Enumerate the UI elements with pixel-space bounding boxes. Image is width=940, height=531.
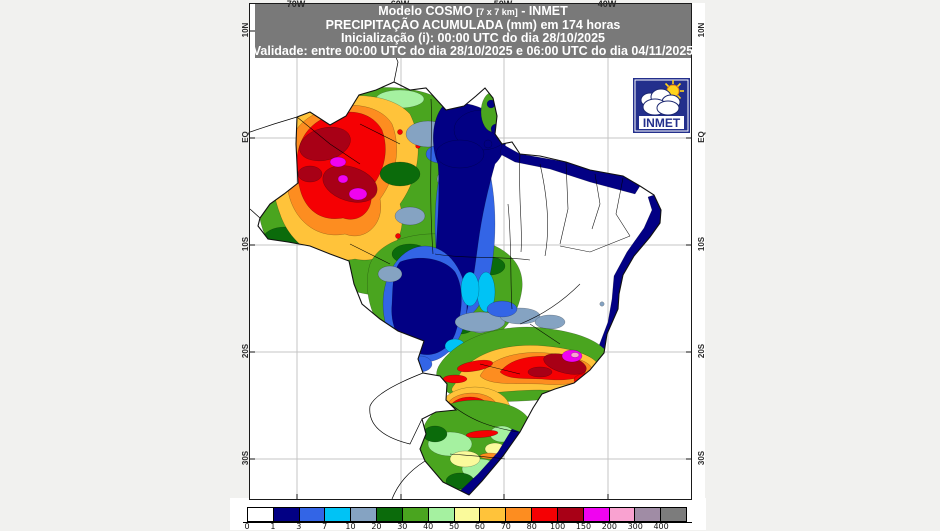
model-name: Modelo COSMO bbox=[378, 3, 473, 18]
colorbar-tick-100: 100 bbox=[549, 522, 566, 531]
colorbar-cell-60 bbox=[480, 508, 507, 521]
colorbar-cell-100 bbox=[557, 508, 584, 521]
colorbar-tick-400: 400 bbox=[653, 522, 669, 531]
colorbar-tick-80: 80 bbox=[526, 522, 537, 531]
lat-label-10S-left: 10S bbox=[241, 236, 250, 252]
frame-ticks bbox=[250, 4, 691, 499]
state-borders bbox=[296, 98, 631, 460]
colorbar-cell-0 bbox=[248, 508, 274, 521]
fill-navy-north-coast bbox=[499, 143, 641, 195]
lon-label-40W: 40W bbox=[597, 0, 617, 9]
model-agency: - INMET bbox=[521, 3, 568, 18]
logo-text-strip bbox=[639, 116, 684, 129]
colorbar bbox=[247, 507, 687, 522]
lat-label-10N-left: 10N bbox=[241, 22, 250, 38]
fill-navy-west-central bbox=[391, 257, 462, 355]
colorbar-cell-400 bbox=[661, 508, 687, 521]
colorbar-tick-7: 7 bbox=[322, 522, 328, 531]
colorbar-cell-10 bbox=[351, 508, 378, 521]
colorbar-tick-50: 50 bbox=[448, 522, 460, 531]
colorbar-cell-70 bbox=[506, 508, 533, 521]
colorbar-cell-300 bbox=[635, 508, 662, 521]
colorbar-tick-0: 0 bbox=[244, 522, 250, 531]
colorbar-tick-40: 40 bbox=[423, 522, 434, 531]
title-line-2: PRECIPITAÇÃO ACUMULADA (mm) em 174 horas bbox=[325, 17, 621, 32]
title-line-4: Validade: entre 00:00 UTC do dia 28/10/2… bbox=[252, 43, 694, 58]
lat-label-30S-right: 30S bbox=[697, 450, 706, 466]
brazil-outline bbox=[257, 81, 662, 496]
colorbar-cell-50 bbox=[454, 508, 481, 521]
title-header: Modelo COSMO [7 x 7 km] - INMET PRECIPIT… bbox=[252, 3, 694, 58]
colorbar-cell-80 bbox=[532, 508, 558, 521]
colorbar-tick-20: 20 bbox=[371, 522, 382, 531]
lat-label-EQ-left: EQ bbox=[241, 131, 250, 143]
colorbar-cell-200 bbox=[609, 508, 636, 521]
lat-label-30S-left: 30S bbox=[241, 450, 250, 466]
colorbar-axis-line bbox=[243, 522, 692, 523]
right-gutter bbox=[691, 3, 705, 498]
cloud-icon bbox=[640, 88, 681, 116]
colorbar-tick-200: 200 bbox=[601, 522, 617, 531]
fill-magenta-nw bbox=[329, 156, 347, 168]
colorbar-tick-70: 70 bbox=[500, 522, 511, 531]
colorbar-cell-7 bbox=[325, 508, 352, 521]
title-line-3: Inicialização (i): 00:00 UTC do dia 28/1… bbox=[341, 30, 605, 45]
lat-label-10N-right: 10N bbox=[697, 22, 706, 38]
precipitation-fills bbox=[258, 87, 661, 495]
colorbar-tick-1: 1 bbox=[270, 522, 276, 531]
inmet-logo: INMET bbox=[633, 78, 690, 133]
colorbar-cell-1 bbox=[273, 508, 300, 521]
colorbar-cell-40 bbox=[428, 508, 455, 521]
brazil-precipitation-svg bbox=[250, 4, 691, 499]
colorbar-tick-3: 3 bbox=[296, 522, 302, 531]
lat-label-20S-left: 20S bbox=[241, 343, 250, 359]
logo-text: INMET bbox=[643, 116, 681, 130]
colorbar-tick-10: 10 bbox=[345, 522, 356, 531]
colorbar-cell-3 bbox=[299, 508, 326, 521]
fill-navy-east-coast bbox=[596, 194, 661, 354]
colorbar-cell-20 bbox=[377, 508, 403, 521]
colorbar-tick-150: 150 bbox=[575, 522, 592, 531]
colorbar-cell-150 bbox=[583, 508, 610, 521]
colorbar-tick-60: 60 bbox=[474, 522, 486, 531]
lat-label-10S-right: 10S bbox=[697, 236, 706, 252]
colorbar-tick-300: 300 bbox=[627, 522, 643, 531]
lat-label-20S-right: 20S bbox=[697, 343, 706, 359]
lon-label-70W: 70W bbox=[286, 0, 306, 9]
precipitation-map bbox=[249, 3, 692, 500]
title-line-1: Modelo COSMO [7 x 7 km] - INMET bbox=[378, 3, 568, 19]
lat-label-EQ-right: EQ bbox=[697, 131, 706, 143]
colorbar-tick-30: 30 bbox=[397, 522, 408, 531]
model-resolution: [7 x 7 km] bbox=[476, 6, 518, 17]
colorbar-cell-30 bbox=[402, 508, 429, 521]
